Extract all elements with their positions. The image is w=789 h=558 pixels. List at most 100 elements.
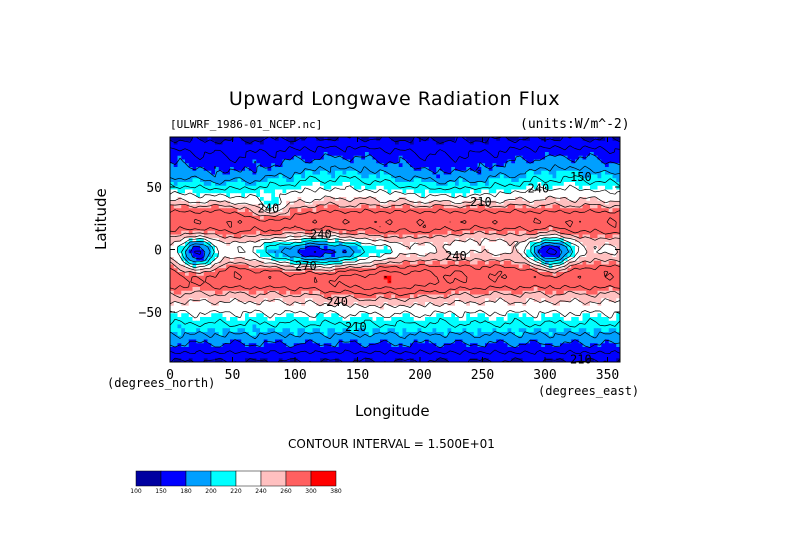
heatmap-cell: [533, 272, 539, 277]
heatmap-cell: [500, 272, 505, 277]
heatmap-cell: [608, 140, 614, 146]
heatmap-cell: [297, 185, 302, 191]
heatmap-cell: [387, 174, 392, 179]
heatmap-cell: [413, 272, 419, 277]
heatmap-cell: [211, 279, 216, 284]
heatmap-cell: [477, 185, 482, 191]
heatmap-cell: [323, 159, 329, 164]
heatmap-cell: [211, 219, 216, 224]
heatmap-cell: [608, 174, 614, 179]
heatmap-cell: [500, 197, 505, 202]
heatmap-cell: [226, 215, 231, 221]
heatmap-cell: [323, 212, 329, 217]
heatmap-cell: [605, 223, 610, 228]
heatmap-cell: [451, 189, 456, 194]
heatmap-cell: [616, 144, 620, 149]
heatmap-cell: [275, 238, 280, 243]
heatmap-cell: [290, 253, 295, 258]
heatmap-cell: [421, 215, 426, 221]
heatmap-cell: [556, 268, 561, 273]
heatmap-cell: [458, 234, 464, 239]
heatmap-cell: [507, 185, 512, 191]
heatmap-cell: [470, 200, 475, 206]
heatmap-cell: [533, 249, 539, 254]
heatmap-cell: [593, 152, 599, 157]
heatmap-cell: [410, 238, 415, 243]
heatmap-cell: [383, 287, 389, 292]
heatmap-cell: [496, 242, 501, 247]
heatmap-cell: [293, 137, 299, 142]
heatmap-cell: [361, 279, 366, 284]
heatmap-cell: [428, 230, 434, 236]
heatmap-cell: [612, 279, 617, 284]
heatmap-cell: [241, 242, 246, 247]
heatmap-cell: [548, 268, 554, 273]
heatmap-cell: [376, 230, 381, 236]
heatmap-cell: [488, 170, 494, 176]
heatmap-cell: [556, 170, 561, 176]
heatmap-cell: [173, 174, 179, 179]
heatmap-cell: [226, 287, 231, 292]
heatmap-cell: [608, 245, 614, 251]
heatmap-cell: [500, 185, 505, 191]
heatmap-cell: [211, 227, 216, 232]
heatmap-cell: [207, 245, 212, 251]
heatmap-cell: [515, 185, 520, 191]
heatmap-cell: [586, 155, 591, 161]
heatmap-cell: [470, 245, 475, 251]
heatmap-cell: [237, 159, 242, 164]
heatmap-cell: [436, 212, 441, 217]
heatmap-cell: [541, 140, 546, 146]
heatmap-cell: [211, 152, 216, 157]
heatmap-cell: [406, 272, 411, 277]
heatmap-cell: [470, 253, 475, 258]
heatmap-cell: [237, 174, 242, 179]
heatmap-cell: [323, 167, 329, 172]
heatmap-cell: [245, 208, 250, 213]
heatmap-cell: [263, 140, 269, 146]
heatmap-cell: [496, 223, 501, 228]
heatmap-cell: [237, 257, 242, 262]
heatmap-cell: [567, 159, 572, 164]
heatmap-cell: [440, 170, 445, 176]
heatmap-cell: [563, 223, 569, 228]
heatmap-cell: [260, 242, 265, 247]
heatmap-cell: [458, 264, 464, 269]
heatmap-cell: [605, 227, 610, 232]
heatmap-cell: [207, 204, 212, 209]
heatmap-cell: [560, 144, 565, 149]
heatmap-cell: [481, 155, 486, 161]
heatmap-cell: [605, 215, 610, 221]
heatmap-cell: [578, 245, 584, 251]
heatmap-cell: [507, 253, 512, 258]
heatmap-cell: [376, 189, 381, 194]
heatmap-cell: [530, 238, 535, 243]
heatmap-cell: [526, 137, 531, 142]
heatmap-cell: [271, 227, 276, 232]
heatmap-cell: [320, 163, 325, 168]
heatmap-cell: [376, 170, 381, 176]
heatmap-cell: [286, 197, 291, 202]
heatmap-cell: [308, 174, 314, 179]
heatmap-cell: [185, 223, 190, 228]
heatmap-cell: [218, 253, 224, 258]
heatmap-cell: [323, 163, 329, 168]
heatmap-cell: [207, 140, 212, 146]
heatmap-cell: [173, 167, 179, 172]
heatmap-cell: [500, 268, 505, 273]
heatmap-cell: [391, 182, 396, 187]
heatmap-cell: [436, 174, 441, 179]
heatmap-cell: [530, 144, 535, 149]
heatmap-cell: [346, 163, 351, 168]
heatmap-cell: [417, 152, 422, 157]
heatmap-cell: [320, 260, 325, 266]
heatmap-cell: [455, 140, 460, 146]
heatmap-cell: [455, 170, 460, 176]
heatmap-cell: [590, 140, 595, 146]
heatmap-cell: [458, 242, 464, 247]
heatmap-cell: [282, 159, 287, 164]
heatmap-cell: [226, 182, 231, 187]
heatmap-cell: [177, 219, 182, 224]
heatmap-cell: [286, 189, 291, 194]
heatmap-cell: [575, 287, 580, 292]
